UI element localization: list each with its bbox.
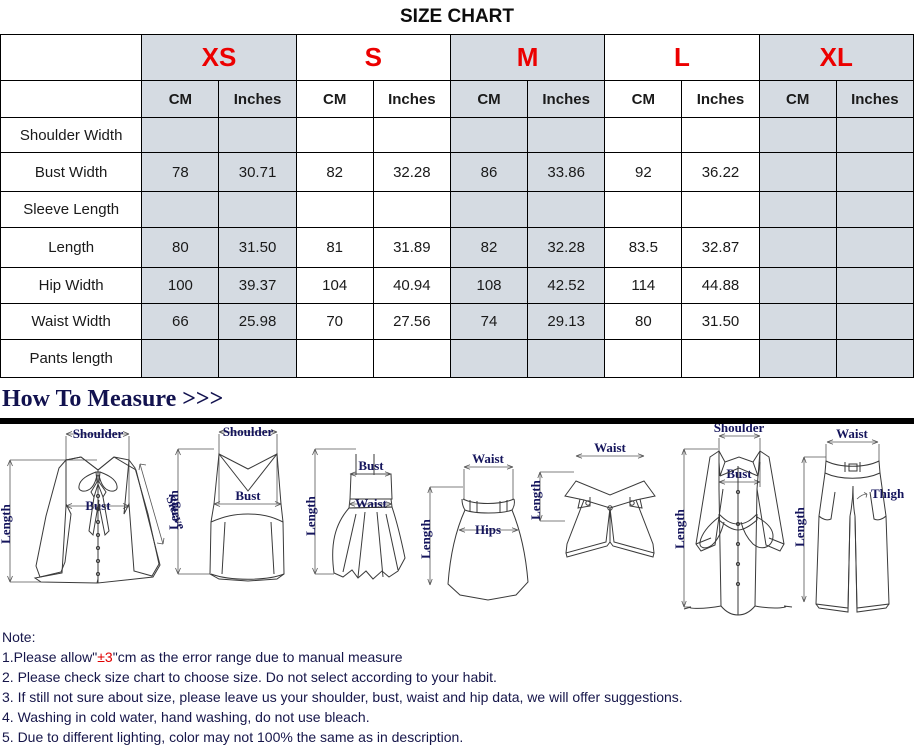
svg-text:Shoulder: Shoulder — [73, 426, 124, 441]
svg-text:Thigh: Thigh — [871, 486, 905, 501]
svg-text:Length: Length — [792, 506, 807, 547]
svg-text:Length: Length — [528, 479, 543, 520]
svg-text:Shoulder: Shoulder — [714, 424, 765, 435]
svg-text:Waist: Waist — [594, 440, 626, 455]
svg-text:Waist: Waist — [836, 426, 868, 441]
svg-text:Length: Length — [303, 495, 318, 536]
svg-text:Hips: Hips — [475, 522, 501, 537]
svg-text:Bust: Bust — [358, 458, 384, 473]
svg-text:Waist: Waist — [355, 496, 387, 511]
svg-text:Length: Length — [0, 503, 13, 544]
svg-text:Waist: Waist — [472, 451, 504, 466]
svg-text:Length: Length — [672, 508, 687, 549]
svg-text:Length: Length — [418, 518, 433, 559]
svg-text:Length: Length — [166, 489, 181, 530]
svg-text:Shoulder: Shoulder — [223, 424, 274, 439]
